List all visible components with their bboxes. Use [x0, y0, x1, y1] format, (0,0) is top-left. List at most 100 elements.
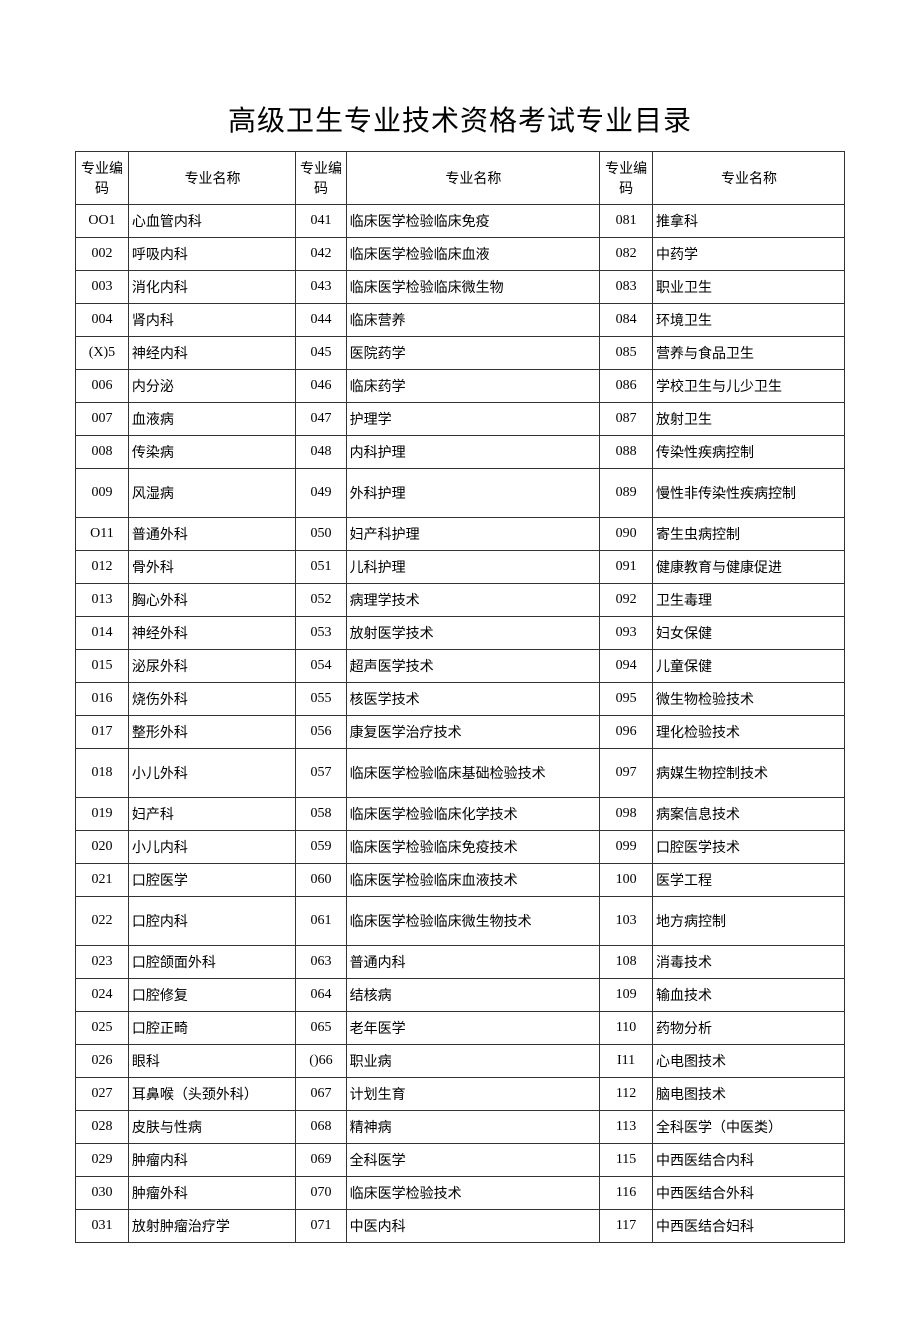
- cell-code3: 088: [600, 435, 653, 468]
- cell-name1: 心血管内科: [128, 204, 295, 237]
- cell-name3: 输血技术: [653, 978, 845, 1011]
- cell-name2: 结核病: [346, 978, 599, 1011]
- table-row: 030肿瘤外科070临床医学检验技术116中西医结合外科: [76, 1176, 845, 1209]
- cell-code2: 063: [296, 945, 346, 978]
- cell-name2: 医院药学: [346, 336, 599, 369]
- cell-name3: 职业卫生: [653, 270, 845, 303]
- cell-name2: 老年医学: [346, 1011, 599, 1044]
- cell-code1: 024: [76, 978, 129, 1011]
- cell-code3: 083: [600, 270, 653, 303]
- cell-code1: 020: [76, 830, 129, 863]
- cell-name3: 地方病控制: [653, 896, 845, 945]
- cell-name3: 医学工程: [653, 863, 845, 896]
- cell-name3: 卫生毒理: [653, 583, 845, 616]
- cell-name1: 神经外科: [128, 616, 295, 649]
- table-row: 029肿瘤内科069全科医学115中西医结合内科: [76, 1143, 845, 1176]
- cell-code1: 022: [76, 896, 129, 945]
- table-row: 015泌尿外科054超声医学技术094儿童保健: [76, 649, 845, 682]
- table-row: 026眼科()66职业病I11心电图技术: [76, 1044, 845, 1077]
- cell-code2: 060: [296, 863, 346, 896]
- cell-name1: 胸心外科: [128, 583, 295, 616]
- cell-name3: 病案信息技术: [653, 797, 845, 830]
- cell-name2: 计划生育: [346, 1077, 599, 1110]
- cell-name1: 内分泌: [128, 369, 295, 402]
- table-row: OO1心血管内科041临床医学检验临床免疫081推拿科: [76, 204, 845, 237]
- cell-name2: 内科护理: [346, 435, 599, 468]
- cell-name2: 核医学技术: [346, 682, 599, 715]
- cell-name3: 理化检验技术: [653, 715, 845, 748]
- cell-name3: 中西医结合妇科: [653, 1209, 845, 1242]
- header-name2: 专业名称: [346, 151, 599, 204]
- cell-code1: 008: [76, 435, 129, 468]
- cell-code1: 016: [76, 682, 129, 715]
- cell-code2: 042: [296, 237, 346, 270]
- table-row: 003消化内科043临床医学检验临床微生物083职业卫生: [76, 270, 845, 303]
- cell-name2: 康复医学治疗技术: [346, 715, 599, 748]
- cell-code3: 113: [600, 1110, 653, 1143]
- cell-code1: 003: [76, 270, 129, 303]
- cell-name2: 临床医学检验临床基础检验技术: [346, 748, 599, 797]
- cell-code3: 091: [600, 550, 653, 583]
- cell-name1: 口腔修复: [128, 978, 295, 1011]
- cell-name1: 肾内科: [128, 303, 295, 336]
- cell-name1: 血液病: [128, 402, 295, 435]
- cell-code1: 006: [76, 369, 129, 402]
- cell-name3: 中西医结合外科: [653, 1176, 845, 1209]
- cell-name2: 临床医学检验临床化学技术: [346, 797, 599, 830]
- cell-name3: 慢性非传染性疾病控制: [653, 468, 845, 517]
- cell-name2: 妇产科护理: [346, 517, 599, 550]
- cell-name1: 小儿内科: [128, 830, 295, 863]
- header-code1: 专业编码: [76, 151, 129, 204]
- cell-name3: 中西医结合内科: [653, 1143, 845, 1176]
- table-row: 004肾内科044临床营养084环境卫生: [76, 303, 845, 336]
- cell-code1: 007: [76, 402, 129, 435]
- cell-code1: OO1: [76, 204, 129, 237]
- cell-code3: 103: [600, 896, 653, 945]
- cell-name1: 妇产科: [128, 797, 295, 830]
- table-row: 007血液病047护理学087放射卫生: [76, 402, 845, 435]
- cell-name2: 中医内科: [346, 1209, 599, 1242]
- cell-code2: 070: [296, 1176, 346, 1209]
- cell-name1: 泌尿外科: [128, 649, 295, 682]
- table-row: 013胸心外科052病理学技术092卫生毒理: [76, 583, 845, 616]
- cell-name1: 呼吸内科: [128, 237, 295, 270]
- cell-code2: 054: [296, 649, 346, 682]
- table-row: 016烧伤外科055核医学技术095微生物检验技术: [76, 682, 845, 715]
- table-row: 021口腔医学060临床医学检验临床血液技术100医学工程: [76, 863, 845, 896]
- cell-code3: 090: [600, 517, 653, 550]
- table-row: 006内分泌046临床药学086学校卫生与儿少卫生: [76, 369, 845, 402]
- cell-name2: 临床药学: [346, 369, 599, 402]
- header-code3: 专业编码: [600, 151, 653, 204]
- cell-name2: 临床医学检验临床免疫技术: [346, 830, 599, 863]
- cell-code3: 092: [600, 583, 653, 616]
- cell-name2: 儿科护理: [346, 550, 599, 583]
- cell-code1: 012: [76, 550, 129, 583]
- cell-code2: 043: [296, 270, 346, 303]
- cell-code2: 068: [296, 1110, 346, 1143]
- cell-name2: 外科护理: [346, 468, 599, 517]
- table-row: 031放射肿瘤治疗学071中医内科117中西医结合妇科: [76, 1209, 845, 1242]
- cell-name1: 眼科: [128, 1044, 295, 1077]
- cell-name3: 放射卫生: [653, 402, 845, 435]
- cell-code2: 053: [296, 616, 346, 649]
- cell-name3: 脑电图技术: [653, 1077, 845, 1110]
- cell-code2: 041: [296, 204, 346, 237]
- cell-code3: 115: [600, 1143, 653, 1176]
- cell-code2: 048: [296, 435, 346, 468]
- table-row: 028皮肤与性病068精神病113全科医学（中医类）: [76, 1110, 845, 1143]
- cell-name3: 药物分析: [653, 1011, 845, 1044]
- cell-code3: 117: [600, 1209, 653, 1242]
- cell-code3: 095: [600, 682, 653, 715]
- cell-code1: 026: [76, 1044, 129, 1077]
- cell-name2: 护理学: [346, 402, 599, 435]
- cell-code1: 002: [76, 237, 129, 270]
- cell-code3: 108: [600, 945, 653, 978]
- cell-code3: 098: [600, 797, 653, 830]
- cell-code3: 109: [600, 978, 653, 1011]
- cell-name3: 营养与食品卫生: [653, 336, 845, 369]
- cell-code2: 069: [296, 1143, 346, 1176]
- table-row: 014神经外科053放射医学技术093妇女保健: [76, 616, 845, 649]
- cell-code3: 100: [600, 863, 653, 896]
- cell-name2: 职业病: [346, 1044, 599, 1077]
- cell-name2: 临床营养: [346, 303, 599, 336]
